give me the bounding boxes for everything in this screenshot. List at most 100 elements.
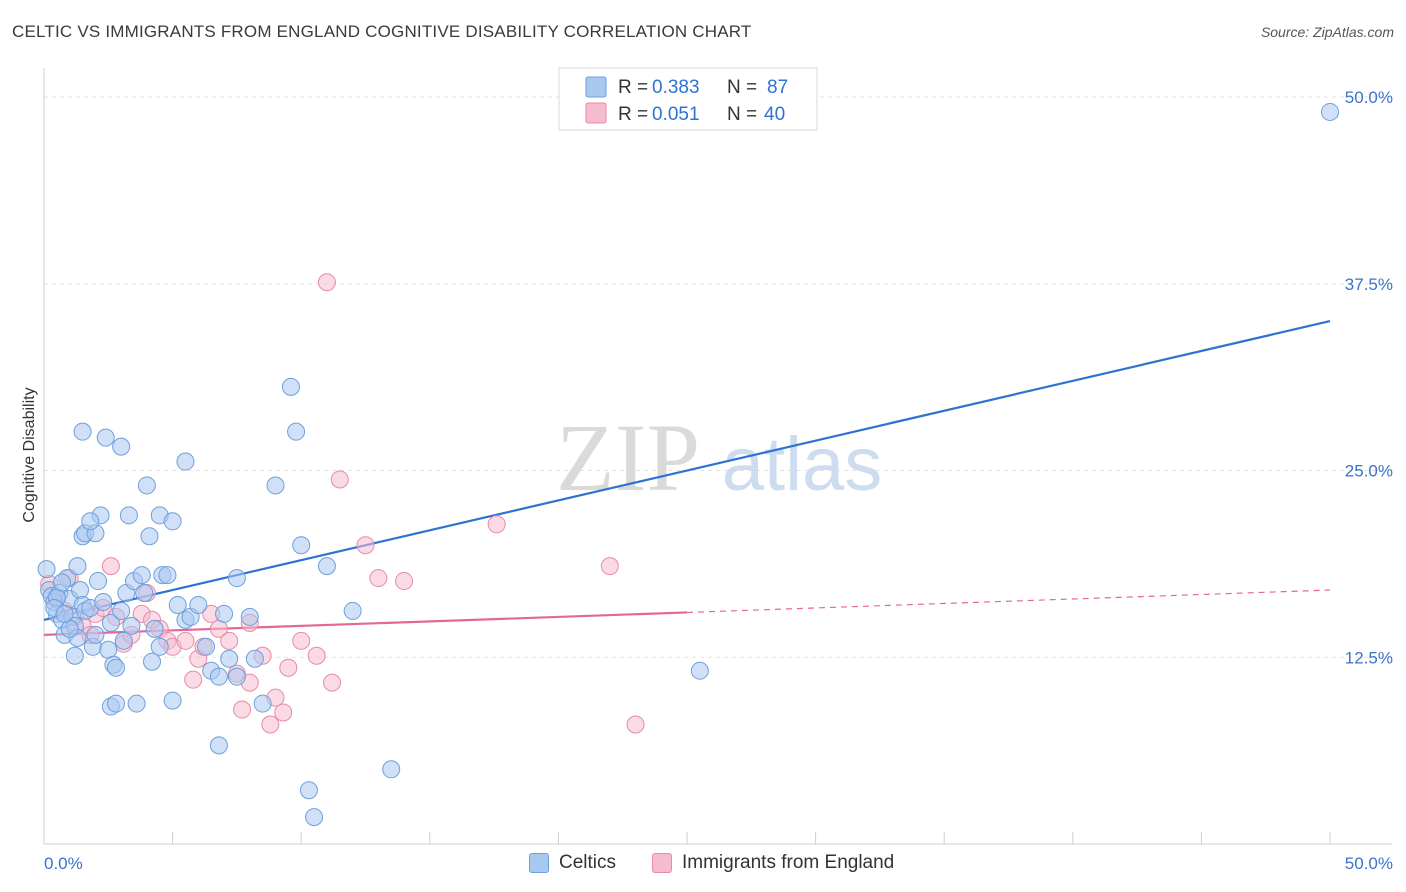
england-point [261,715,280,734]
celtics-point [209,736,228,755]
celtics-point [227,667,246,686]
celtics-point [73,422,92,441]
celtics-point [209,667,228,686]
england-point [101,557,120,576]
celtics-point [68,557,87,576]
england-swatch [652,853,672,873]
celtics-point [189,595,208,614]
england-point [307,646,326,665]
celtics-point [132,566,151,585]
celtics-point [53,573,72,592]
celtics-swatch [529,853,549,873]
celtics-point [176,452,195,471]
celtics-point [150,637,169,656]
celtics-point [1321,102,1339,121]
celtics-point [101,613,120,632]
england-point [220,631,239,650]
watermark: ZIP atlas [556,404,882,511]
england-point [274,703,293,722]
legend-item-celtics: Celtics [529,852,616,874]
celtics-point [168,595,187,614]
celtics-point [143,652,162,671]
celtics-point [245,649,264,668]
x-tick-label: 50.0% [1345,854,1393,873]
celtics-point [299,781,318,800]
legend-swatch-england [585,102,607,124]
celtics-point [81,512,100,531]
celtics-point [71,581,90,600]
england-point [292,631,311,650]
england-point [176,631,195,650]
celtics-point [114,631,133,650]
celtics-point [107,658,126,677]
celtics-point [112,437,131,456]
bottom-legend: Celtics Immigrants from England [0,852,1406,878]
y-tick-label: 12.5% [1345,648,1393,667]
celtics-point [135,584,154,603]
celtics-point [382,760,401,779]
england-point [356,536,375,555]
celtics-point [287,422,306,441]
celtics-point [37,560,56,579]
legend-swatch-celtics [585,76,607,98]
england-point [626,715,645,734]
legend-item-england: Immigrants from England [652,852,894,874]
legend-n-label: N = [727,104,757,125]
celtics-point [197,637,216,656]
legend-box: R = 0.383 N = 87 R = 0.051 N = 40 [558,67,818,131]
legend-r-label: R = [618,77,648,98]
celtics-point [163,512,182,531]
legend-n-value: 40 [764,104,785,125]
celtics-point [60,619,79,638]
celtics-point [292,536,311,555]
england-point [233,700,252,719]
celtics-point [343,601,362,620]
legend-r-value: 0.051 [652,104,700,125]
celtics-point [94,592,113,611]
england-point [395,572,414,591]
england-point [487,515,506,534]
celtics-point [317,557,336,576]
celtics-point [266,476,285,495]
legend-r-label: R = [618,104,648,125]
england-point [323,673,342,692]
england-point [369,569,388,588]
celtics-point [137,476,156,495]
legend-r-value: 0.383 [652,77,700,98]
england-point [279,658,298,677]
celtics-point [220,649,239,668]
england-point [317,273,336,292]
celtics-point [163,691,182,710]
y-tick-label: 50.0% [1345,88,1393,107]
y-tick-label: 37.5% [1345,275,1393,294]
celtics-point [158,566,177,585]
celtics-point [240,607,259,626]
y-axis-title: Cognitive Disability [21,387,38,522]
celtics-point [112,601,131,620]
celtics-point [215,604,234,623]
england-point [600,557,619,576]
celtics-point [281,377,300,396]
legend-n-value: 87 [767,77,788,98]
axes [43,68,1392,845]
watermark-atlas: atlas [722,422,883,507]
england-trend-extension [686,589,1331,614]
source-credit: Source: ZipAtlas.com [1260,24,1394,40]
celtics-point [86,625,105,644]
x-tick-label: 0.0% [44,854,83,873]
celtics-trend-line [43,320,1331,621]
legend-label-england: Immigrants from England [682,852,895,873]
celtics-point [140,527,159,546]
watermark-zip: ZIP [556,404,700,511]
chart-title: CELTIC VS IMMIGRANTS FROM ENGLAND COGNIT… [12,22,752,41]
celtics-point [96,428,115,447]
celtics-point [119,506,138,525]
data-points [37,102,1339,827]
legend-n-label: N = [727,77,757,98]
celtics-point [107,694,126,713]
england-point [330,470,349,489]
celtics-point [227,569,246,588]
celtics-point [99,640,118,659]
celtics-point [122,616,141,635]
